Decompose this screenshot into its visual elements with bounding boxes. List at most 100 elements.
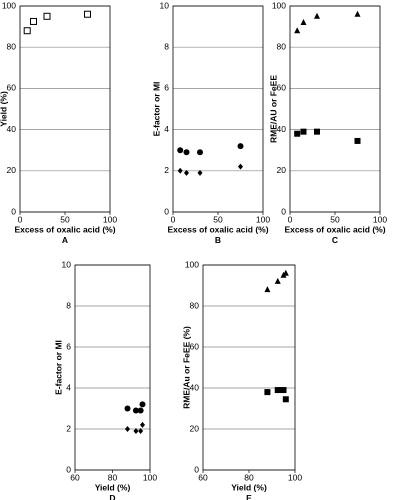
x-tick-label: 0: [171, 214, 176, 224]
x-tick-label: 100: [373, 214, 387, 224]
x-tick-label: 100: [256, 214, 270, 224]
plot-frame: [19, 5, 111, 213]
marker: [280, 387, 287, 394]
marker: [197, 169, 203, 176]
y-tick-label: 40: [277, 124, 287, 134]
marker: [300, 128, 307, 135]
marker: [132, 407, 139, 414]
x-tick-label: 60: [70, 472, 80, 482]
marker: [294, 130, 301, 137]
marker: [197, 149, 203, 156]
panel-label: A: [62, 235, 68, 245]
x-axis-label: Excess of oxalic acid (%): [167, 224, 268, 234]
y-tick-label: 6: [164, 83, 169, 93]
marker: [314, 12, 320, 19]
marker: [238, 163, 243, 170]
marker: [177, 167, 183, 174]
marker: [264, 389, 271, 396]
y-tick-label: 0: [164, 206, 169, 216]
y-axis-label: Yield (%): [0, 91, 8, 127]
marker: [354, 10, 361, 17]
y-tick-label: 40: [190, 382, 200, 392]
marker: [23, 27, 31, 35]
y-tick-label: 6: [66, 341, 71, 351]
marker: [264, 286, 271, 293]
x-axis-label: Yield (%): [231, 482, 267, 492]
marker: [314, 128, 320, 135]
y-tick-label: 20: [277, 165, 287, 175]
plot-frame: [289, 5, 381, 213]
marker: [138, 428, 144, 435]
y-tick-label: 10: [160, 0, 170, 10]
marker: [237, 143, 244, 150]
marker: [133, 428, 139, 435]
y-tick-label: 0: [66, 464, 71, 474]
x-tick-label: 0: [288, 214, 293, 224]
marker: [300, 18, 307, 25]
plot-frame: [74, 264, 151, 471]
y-tick-label: 2: [164, 165, 169, 175]
marker: [139, 401, 146, 408]
marker: [43, 12, 51, 20]
x-tick-label: 100: [103, 214, 117, 224]
y-tick-label: 60: [190, 341, 200, 351]
panel-label: B: [215, 235, 221, 245]
y-tick-label: 4: [66, 382, 71, 392]
marker: [137, 407, 144, 414]
marker: [183, 149, 190, 156]
plot-frame: [172, 5, 264, 213]
x-axis-label: Excess of oxalic acid (%): [14, 224, 115, 234]
x-tick-label: 100: [143, 472, 157, 482]
y-tick-label: 40: [7, 124, 17, 134]
marker: [125, 426, 130, 432]
y-tick-label: 100: [2, 0, 16, 10]
x-tick-label: 0: [18, 214, 23, 224]
y-tick-label: 0: [281, 206, 286, 216]
marker: [140, 421, 145, 428]
y-tick-label: 4: [164, 124, 169, 134]
marker: [274, 387, 281, 394]
marker: [294, 27, 301, 34]
x-tick-label: 50: [60, 214, 70, 224]
x-axis-label: Yield (%): [95, 482, 131, 492]
plot-frame: [202, 264, 296, 471]
x-tick-label: 50: [330, 214, 340, 224]
x-axis-label: Excess of oxalic acid (%): [284, 224, 385, 234]
y-tick-label: 2: [66, 423, 71, 433]
y-tick-label: 80: [190, 300, 200, 310]
marker: [282, 269, 289, 276]
x-tick-label: 60: [198, 472, 208, 482]
y-tick-label: 80: [7, 41, 17, 51]
marker: [354, 137, 361, 144]
marker: [124, 405, 131, 412]
y-tick-label: 20: [7, 165, 17, 175]
marker: [184, 169, 189, 176]
y-tick-label: 60: [277, 83, 287, 93]
y-axis-label: RME/Au or FeEE (%): [181, 326, 191, 409]
y-tick-label: 60: [7, 83, 17, 93]
marker: [274, 277, 281, 284]
panel-label: E: [246, 493, 252, 500]
x-tick-label: 50: [213, 214, 223, 224]
y-axis-label: E-factor or MI: [151, 82, 161, 137]
x-tick-label: 80: [108, 472, 118, 482]
marker: [84, 10, 91, 18]
y-tick-label: 0: [194, 464, 199, 474]
x-tick-label: 80: [244, 472, 254, 482]
y-tick-label: 20: [190, 423, 200, 433]
x-tick-label: 100: [288, 472, 302, 482]
y-tick-label: 10: [62, 259, 72, 269]
y-tick-label: 8: [164, 41, 169, 51]
panel-label: D: [109, 493, 115, 500]
y-tick-label: 0: [11, 206, 16, 216]
panel-label: C: [332, 235, 338, 245]
y-tick-label: 100: [185, 259, 199, 269]
y-tick-label: 100: [272, 0, 286, 10]
marker: [177, 147, 184, 154]
y-axis-label: E-factor or MI: [53, 340, 63, 395]
y-tick-label: 80: [277, 41, 287, 51]
y-axis-label: RME/AU or FeEE: [268, 75, 278, 143]
y-tick-label: 8: [66, 300, 71, 310]
marker: [30, 17, 37, 25]
marker: [282, 396, 289, 403]
